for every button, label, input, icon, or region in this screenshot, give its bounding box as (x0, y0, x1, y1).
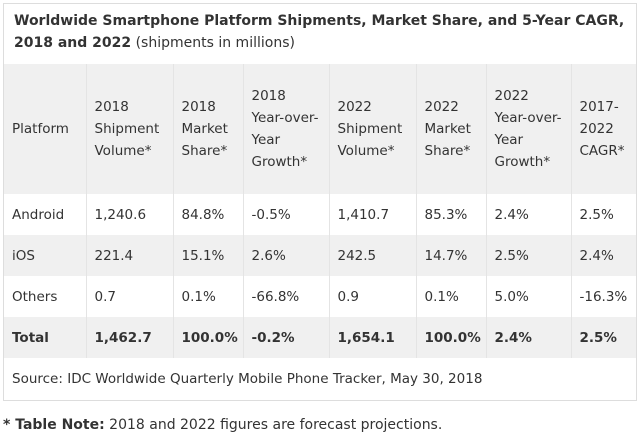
cell: 14.7% (415, 235, 486, 276)
header-cell: 2022 Year-over-Year Growth* (485, 64, 571, 194)
header-cell: 2018 Shipment Volume* (85, 64, 173, 194)
note-text: 2018 and 2022 figures are forecast proje… (109, 417, 443, 433)
cell: 1,462.7 (85, 317, 173, 358)
cell: 242.5 (328, 235, 416, 276)
title-sub: (shipments in millions) (135, 35, 295, 51)
table: Platform 2018 Shipment Volume* 2018 Market… (4, 64, 636, 400)
cell: 100.0% (415, 317, 486, 358)
cell: 84.8% (172, 194, 243, 235)
cell: iOS (4, 235, 86, 276)
header-row: Platform 2018 Shipment Volume* 2018 Market… (4, 64, 636, 194)
header-cell: 2022 Shipment Volume* (328, 64, 416, 194)
row: Android 1,240.6 84.8% -0.5% 1,410.7 85.3% 2.4%… (4, 194, 636, 235)
cell: -16.3% (570, 276, 636, 317)
cell: Total (4, 317, 86, 358)
row: Others 0.7 0.1% -66.8% 0.9 0.1% 5.0% -16.3% (4, 276, 636, 317)
cell: -0.5% (242, 194, 329, 235)
source: Source: IDC Worldwide Quarterly Mobile P… (4, 358, 636, 400)
title: Worldwide Smartphone Platform Shipments,… (4, 4, 636, 64)
cell: 2.5% (570, 194, 636, 235)
cell: 100.0% (172, 317, 243, 358)
cell: 2.4% (570, 235, 636, 276)
cell: 2.5% (485, 235, 571, 276)
cell: -66.8% (242, 276, 329, 317)
cell: 0.7 (85, 276, 173, 317)
cell: 2.6% (242, 235, 329, 276)
note-label: * Table Note: (3, 417, 105, 433)
title-main: Worldwide Smartphone Platform Shipments,… (14, 13, 625, 51)
note: * Table Note: 2018 and 2022 figures are … (3, 417, 442, 433)
cell: 0.9 (328, 276, 416, 317)
cell: 5.0% (485, 276, 571, 317)
header-cell: 2022 Market Share* (415, 64, 486, 194)
table-box: Worldwide Smartphone Platform Shipments,… (3, 3, 637, 401)
header-cell: 2018 Year-over-Year Growth* (242, 64, 329, 194)
row: iOS 221.4 15.1% 2.6% 242.5 14.7% 2.5% 2.4% (4, 235, 636, 276)
cell: 221.4 (85, 235, 173, 276)
header-cell: 2018 Market Share* (172, 64, 243, 194)
row: Total 1,462.7 100.0% -0.2% 1,654.1 100.0% 2.4%… (4, 317, 636, 358)
cell: 2.5% (570, 317, 636, 358)
cell: Others (12, 288, 58, 305)
cell: 0.1% (172, 276, 243, 317)
cell: 15.1% (172, 235, 243, 276)
cell: 1,410.7 (328, 194, 416, 235)
cell: 2.4% (485, 317, 571, 358)
source-row: Source: IDC Worldwide Quarterly Mobile P… (4, 358, 636, 400)
cell: 85.3% (415, 194, 486, 235)
cell: 0.1% (415, 276, 486, 317)
header-cell: Platform (4, 64, 86, 194)
cell: 2.4% (485, 194, 571, 235)
cell: 1,654.1 (328, 317, 416, 358)
header-cell: 2017-2022 CAGR* (570, 64, 636, 194)
cell: 1,240.6 (85, 194, 173, 235)
cell: Android (12, 206, 65, 223)
cell: -0.2% (242, 317, 329, 358)
